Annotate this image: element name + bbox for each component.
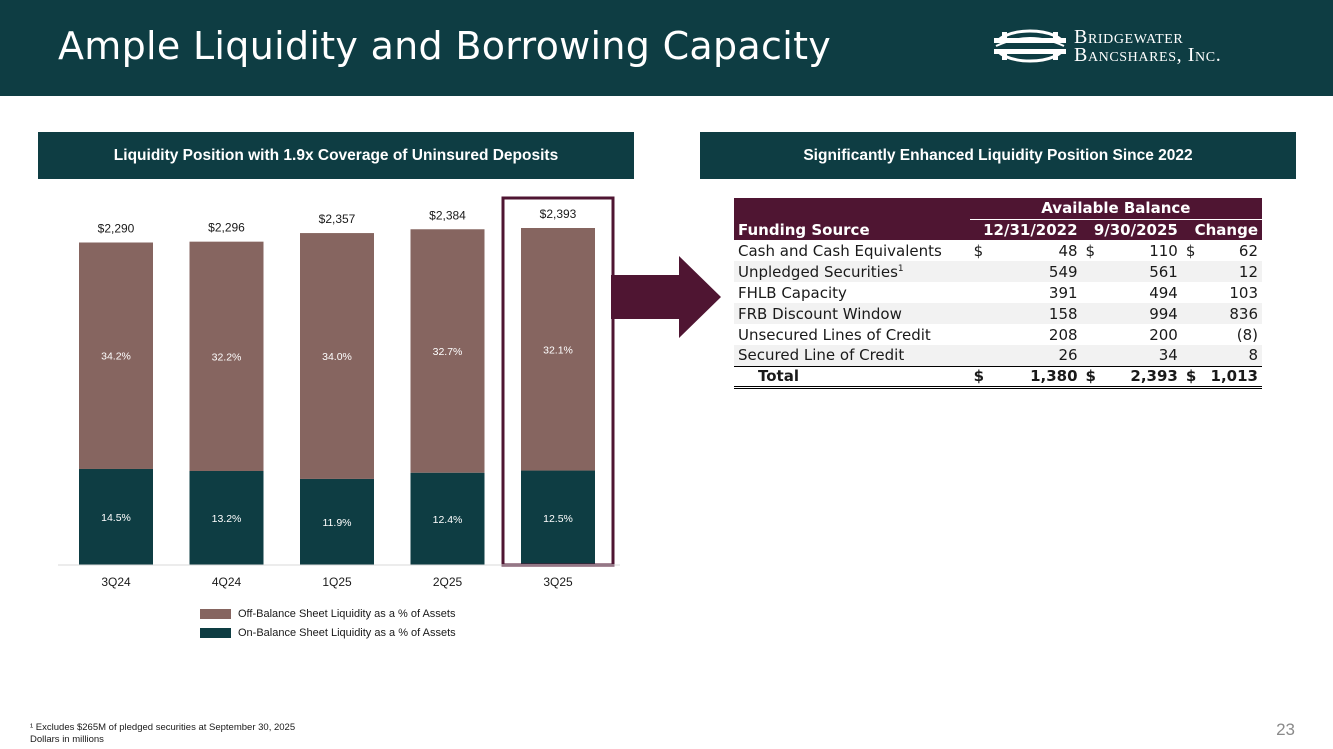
- label-off-balance-4Q24: 32.2%: [212, 351, 242, 363]
- label-off-balance-2Q25: 32.7%: [433, 346, 463, 358]
- label-off-balance-3Q24: 34.2%: [101, 351, 131, 363]
- col-header-change: Change: [1181, 219, 1262, 240]
- bar-on-balance-2Q25: [410, 472, 485, 565]
- bar-off-balance-1Q25: [300, 233, 374, 479]
- x-tick-1Q25: 1Q25: [322, 575, 352, 589]
- chart-legend: Off-Balance Sheet Liquidity as a % of As…: [200, 604, 456, 642]
- label-total-3Q24: $2,290: [98, 222, 135, 236]
- bar-on-balance-3Q24: [79, 468, 153, 565]
- label-total-3Q25: $2,393: [540, 207, 577, 221]
- x-tick-3Q24: 3Q24: [101, 575, 131, 589]
- footnote: ¹ Excludes $265M of pledged securities a…: [30, 722, 295, 746]
- legend-label-off-balance: Off-Balance Sheet Liquidity as a % of As…: [238, 607, 456, 620]
- table-total-row: Total $ 1,380 $ 2,393 $ 1,013: [734, 365, 1262, 389]
- legend-item-on-balance: On-Balance Sheet Liquidity as a % of Ass…: [200, 623, 456, 642]
- label-on-balance-4Q24: 13.2%: [212, 513, 242, 525]
- table-group-header-row: Available Balance: [734, 198, 1262, 220]
- table-row: Cash and Cash Equivalents $ 48 $ 110 $ 6…: [734, 240, 1262, 261]
- enhanced-liquidity-heading: Significantly Enhanced Liquidity Positio…: [700, 132, 1296, 179]
- bridge-logo-icon: [992, 29, 1068, 63]
- label-on-balance-2Q25: 12.4%: [433, 514, 463, 526]
- row-label: Cash and Cash Equivalents: [738, 241, 942, 260]
- table-row: FRB Discount Window 158 994 836: [734, 303, 1262, 324]
- label-off-balance-3Q25: 32.1%: [543, 344, 573, 356]
- x-tick-3Q25: 3Q25: [543, 575, 573, 589]
- bar-off-balance-3Q25: [521, 228, 595, 471]
- footnote-line-1: ¹ Excludes $265M of pledged securities a…: [30, 722, 296, 733]
- label-on-balance-1Q25: 11.9%: [323, 517, 352, 529]
- x-tick-4Q24: 4Q24: [212, 575, 242, 589]
- row-label: Secured Line of Credit: [734, 345, 970, 366]
- row-label: Unpledged Securities1: [734, 261, 970, 282]
- logo-line-1: Bridgewater: [1074, 26, 1184, 48]
- col-header-2025: 9/30/2025: [1081, 219, 1182, 240]
- x-tick-2Q25: 2Q25: [433, 575, 463, 589]
- label-on-balance-3Q24: 14.5%: [101, 512, 131, 524]
- col-header-2022: 12/31/2022: [969, 219, 1082, 240]
- row-label: Unsecured Lines of Credit: [738, 325, 931, 344]
- row-label: FRB Discount Window: [734, 303, 970, 324]
- bar-on-balance-1Q25: [300, 478, 374, 565]
- legend-label-on-balance: On-Balance Sheet Liquidity as a % of Ass…: [238, 626, 456, 639]
- row-label: FHLB Capacity: [738, 283, 847, 302]
- label-total-2Q25: $2,384: [429, 208, 466, 222]
- bar-on-balance-4Q24: [189, 470, 264, 565]
- header-bar: Ample Liquidity and Borrowing Capacity B…: [0, 0, 1333, 96]
- legend-swatch-off-balance: [200, 608, 231, 619]
- page-title: Ample Liquidity and Borrowing Capacity: [58, 24, 832, 68]
- liquidity-stacked-bar-chart: 14.5% 34.2% $2,290 3Q24 13.2% 32.2% $2,296 4Q24…: [58, 196, 620, 589]
- liquidity-funding-table: Available Balance Funding Source 12/31/2…: [734, 198, 1262, 389]
- bar-off-balance-2Q25: [410, 229, 485, 473]
- logo-line-2: Bancshares, Inc.: [1074, 44, 1222, 66]
- bar-off-balance-4Q24: [189, 241, 264, 471]
- label-total-4Q24: $2,296: [208, 221, 245, 235]
- table-row: Unsecured Lines of Credit 208 200 (8): [734, 324, 1262, 345]
- label-off-balance-1Q25: 34.0%: [322, 351, 352, 363]
- page-number: 23: [1276, 720, 1295, 739]
- legend-item-off-balance: Off-Balance Sheet Liquidity as a % of As…: [200, 604, 456, 623]
- company-logo: Bridgewater Bancshares, Inc.: [992, 24, 1282, 72]
- liquidity-position-heading: Liquidity Position with 1.9x Coverage of…: [38, 132, 634, 179]
- footnote-line-2: Dollars in millions: [30, 734, 104, 745]
- table-row: Secured Line of Credit 26 34 8: [734, 345, 1262, 366]
- total-label: Total: [734, 365, 970, 389]
- available-balance-header: Available Balance: [969, 198, 1262, 220]
- table-row: Unpledged Securities1 549 561 12: [734, 261, 1262, 282]
- table-column-header-row: Funding Source 12/31/2022 9/30/2025 Chan…: [734, 219, 1262, 240]
- bar-off-balance-3Q24: [79, 242, 153, 469]
- col-header-funding-source: Funding Source: [734, 219, 970, 240]
- label-total-1Q25: $2,357: [319, 212, 356, 226]
- right-arrow-icon: [611, 256, 721, 338]
- legend-swatch-on-balance: [200, 627, 231, 638]
- bar-on-balance-3Q25: [521, 470, 595, 565]
- label-on-balance-3Q25: 12.5%: [543, 513, 573, 525]
- table-row: FHLB Capacity 391 494 103: [734, 282, 1262, 303]
